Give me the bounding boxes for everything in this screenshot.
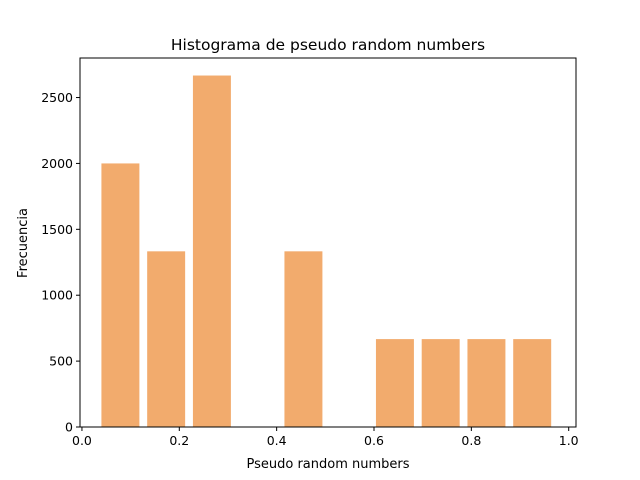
y-tick-label: 1000 bbox=[41, 288, 73, 303]
y-tick-label: 0 bbox=[65, 420, 73, 435]
x-tick-label: 0.4 bbox=[267, 433, 287, 448]
x-tick-label: 0.0 bbox=[72, 433, 92, 448]
x-tick-label: 0.8 bbox=[461, 433, 481, 448]
histogram-bar-9 bbox=[467, 339, 506, 427]
histogram-bar-7 bbox=[375, 339, 414, 427]
histogram-bar-2 bbox=[147, 251, 186, 427]
x-axis-label: Pseudo random numbers bbox=[246, 457, 409, 472]
chart-title: Histograma de pseudo random numbers bbox=[171, 36, 485, 54]
y-tick-label: 500 bbox=[49, 354, 73, 369]
histogram-bar-1 bbox=[101, 163, 140, 427]
histogram-bar-10 bbox=[513, 339, 552, 427]
x-axis-ticks: 0.0 0.2 0.4 0.6 0.8 1.0 bbox=[72, 427, 579, 448]
x-tick-label: 0.2 bbox=[169, 433, 189, 448]
y-axis-ticks: 0 500 1000 1500 2000 2500 bbox=[41, 90, 80, 435]
y-tick-label: 2000 bbox=[41, 156, 73, 171]
y-tick-label: 1500 bbox=[41, 222, 73, 237]
x-tick-label: 0.6 bbox=[364, 433, 384, 448]
histogram-bar-3 bbox=[192, 75, 231, 427]
histogram-bar-5 bbox=[284, 251, 323, 427]
plot-frame bbox=[79, 57, 577, 428]
y-tick-label: 2500 bbox=[41, 90, 73, 105]
y-axis-label: Frecuencia bbox=[16, 208, 31, 278]
bars-group bbox=[101, 75, 552, 427]
x-tick-label: 1.0 bbox=[559, 433, 579, 448]
histogram-bar-8 bbox=[421, 339, 460, 427]
